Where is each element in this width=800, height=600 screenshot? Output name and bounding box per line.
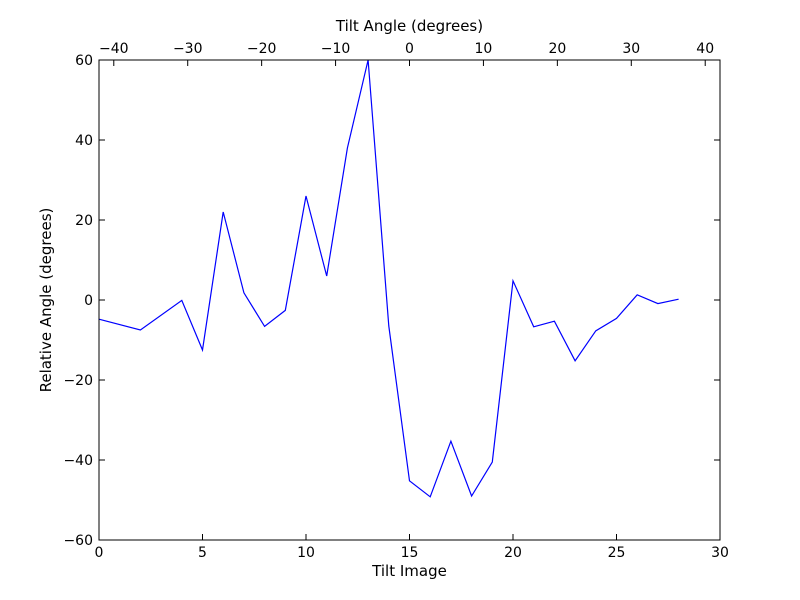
x-tick-label: 0	[95, 545, 104, 561]
series-line	[98, 59, 679, 498]
y-tick-label: 20	[75, 213, 93, 229]
series-layer	[98, 59, 679, 498]
x-tick-label: 15	[401, 545, 419, 561]
x-tick-label: 25	[608, 545, 626, 561]
y-tick-label: 40	[75, 133, 93, 149]
top-tick-label: −40	[99, 41, 129, 57]
top-tick-label: −10	[321, 41, 351, 57]
x-tick-label: 30	[711, 545, 729, 561]
y-tick-label: −20	[63, 373, 93, 389]
x-tick-label: 20	[504, 545, 522, 561]
top-tick-label: 30	[622, 41, 640, 57]
top-axis-title: Tilt Angle (degrees)	[335, 17, 483, 35]
top-tick-label: 10	[475, 41, 493, 57]
x-axis-title: Tilt Image	[371, 562, 447, 580]
x-tick-label: 10	[297, 545, 315, 561]
y-tick-label: −40	[63, 453, 93, 469]
top-tick-label: 20	[548, 41, 566, 57]
x-tick-label: 5	[198, 545, 207, 561]
plot-area	[99, 60, 720, 540]
y-tick-label: 60	[75, 53, 93, 69]
y-axis-title: Relative Angle (degrees)	[37, 208, 55, 393]
y-tick-label: −60	[63, 533, 93, 549]
top-tick-label: 40	[696, 41, 714, 57]
top-tick-label: −30	[173, 41, 203, 57]
y-tick-label: 0	[84, 293, 93, 309]
plot-frame	[98, 59, 721, 541]
top-tick-label: 0	[405, 41, 414, 57]
ticks-layer: 0 5 10 15 20 25 30 −40 −30 −20 −10 0 10 20 30 40 −60 −40 −…	[63, 41, 728, 561]
top-tick-label: −20	[247, 41, 277, 57]
